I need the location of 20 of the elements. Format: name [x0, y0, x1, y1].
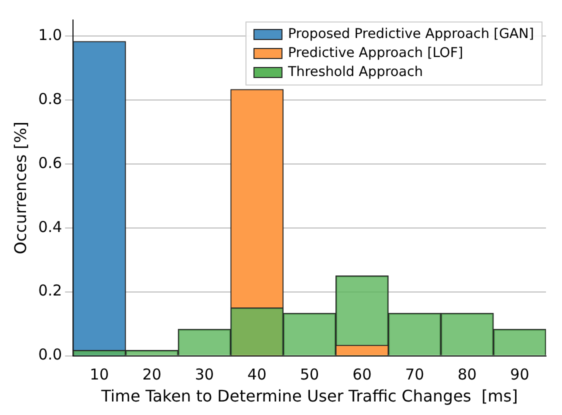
legend-label: Predictive Approach [LOF] — [288, 45, 464, 61]
x-tick-label: 90 — [510, 366, 530, 384]
legend-label: Proposed Predictive Approach [GAN] — [288, 26, 534, 42]
y-tick-label: 0.0 — [38, 346, 62, 364]
y-axis-title: Occurrences [%] — [10, 122, 30, 254]
y-tick-label: 1.0 — [38, 26, 62, 44]
y-tick-label: 0.8 — [38, 90, 62, 108]
x-tick-label: 50 — [300, 366, 320, 384]
y-tick-label: 0.2 — [38, 282, 62, 300]
x-tick-label: 60 — [352, 366, 372, 384]
x-tick-label: 40 — [247, 366, 267, 384]
x-tick-label: 70 — [405, 366, 424, 384]
x-tick-label: 30 — [194, 366, 214, 384]
y-tick-label: 0.4 — [38, 218, 62, 236]
x-tick-label: 20 — [142, 366, 162, 384]
x-tick-label: 80 — [458, 366, 477, 384]
legend-label: Threshold Approach — [286, 64, 423, 80]
x-axis-title: Time Taken to Determine User Traffic Changes [ms] — [100, 386, 518, 406]
y-tick-label: 0.6 — [38, 154, 62, 172]
x-tick-label: 10 — [90, 366, 109, 384]
